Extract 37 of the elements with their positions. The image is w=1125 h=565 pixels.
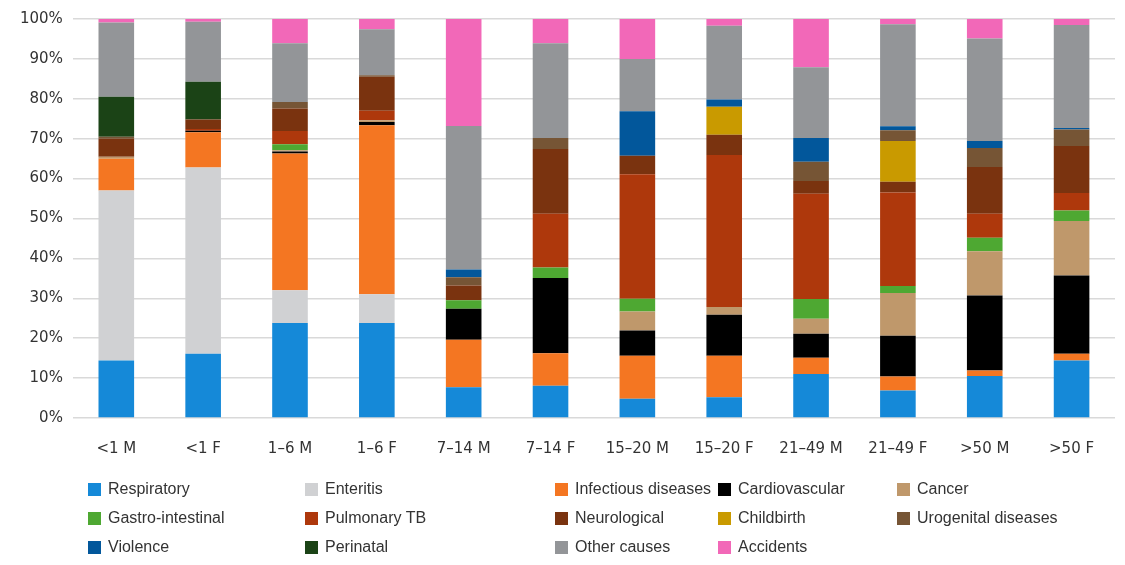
legend-label: Enteritis [325, 480, 383, 498]
y-tick-label: 20% [29, 328, 63, 347]
x-tick-label: 21–49 F [868, 438, 928, 457]
x-tick-label: <1 F [185, 438, 221, 457]
legend-label: Urogenital diseases [917, 509, 1058, 527]
x-tick-label: 1–6 M [267, 438, 313, 457]
legend-label: Cardiovascular [738, 480, 845, 498]
legend-label: Infectious diseases [575, 480, 712, 498]
y-tick-label: 80% [29, 88, 63, 107]
x-tick-label: 1–6 F [356, 438, 397, 457]
x-tick-label: 7–14 M [436, 438, 491, 457]
x-tick-label: 15–20 M [605, 438, 670, 457]
legend-label: Neurological [575, 509, 664, 527]
x-tick-label: 7–14 F [525, 438, 576, 457]
x-tick-label: 15–20 F [694, 438, 754, 457]
legend-label: Other causes [575, 538, 671, 556]
y-tick-label: 100% [19, 8, 63, 27]
x-tick-label: >50 M [960, 438, 1010, 457]
x-tick-label: >50 F [1049, 438, 1095, 457]
y-tick-label: 0% [39, 407, 63, 426]
x-tick-label: <1 M [96, 438, 137, 457]
legend-label: Perinatal [325, 538, 389, 556]
y-tick-label: 10% [29, 367, 63, 386]
y-tick-label: 70% [29, 128, 63, 147]
legend-label: Gastro-intestinal [108, 509, 225, 527]
legend-label: Childbirth [738, 509, 806, 527]
y-tick-label: 90% [29, 48, 63, 67]
y-tick-label: 50% [29, 208, 63, 227]
legend-label: Violence [108, 538, 170, 556]
y-tick-label: 40% [29, 248, 63, 267]
x-tick-label: 21–49 M [779, 438, 843, 457]
legend-label: Pulmonary TB [325, 509, 427, 527]
y-tick-label: 30% [29, 288, 63, 307]
legend-label: Accidents [738, 538, 808, 556]
legend-label: Cancer [917, 480, 969, 498]
legend-label: Respiratory [108, 480, 190, 498]
y-tick-label: 60% [29, 168, 63, 187]
